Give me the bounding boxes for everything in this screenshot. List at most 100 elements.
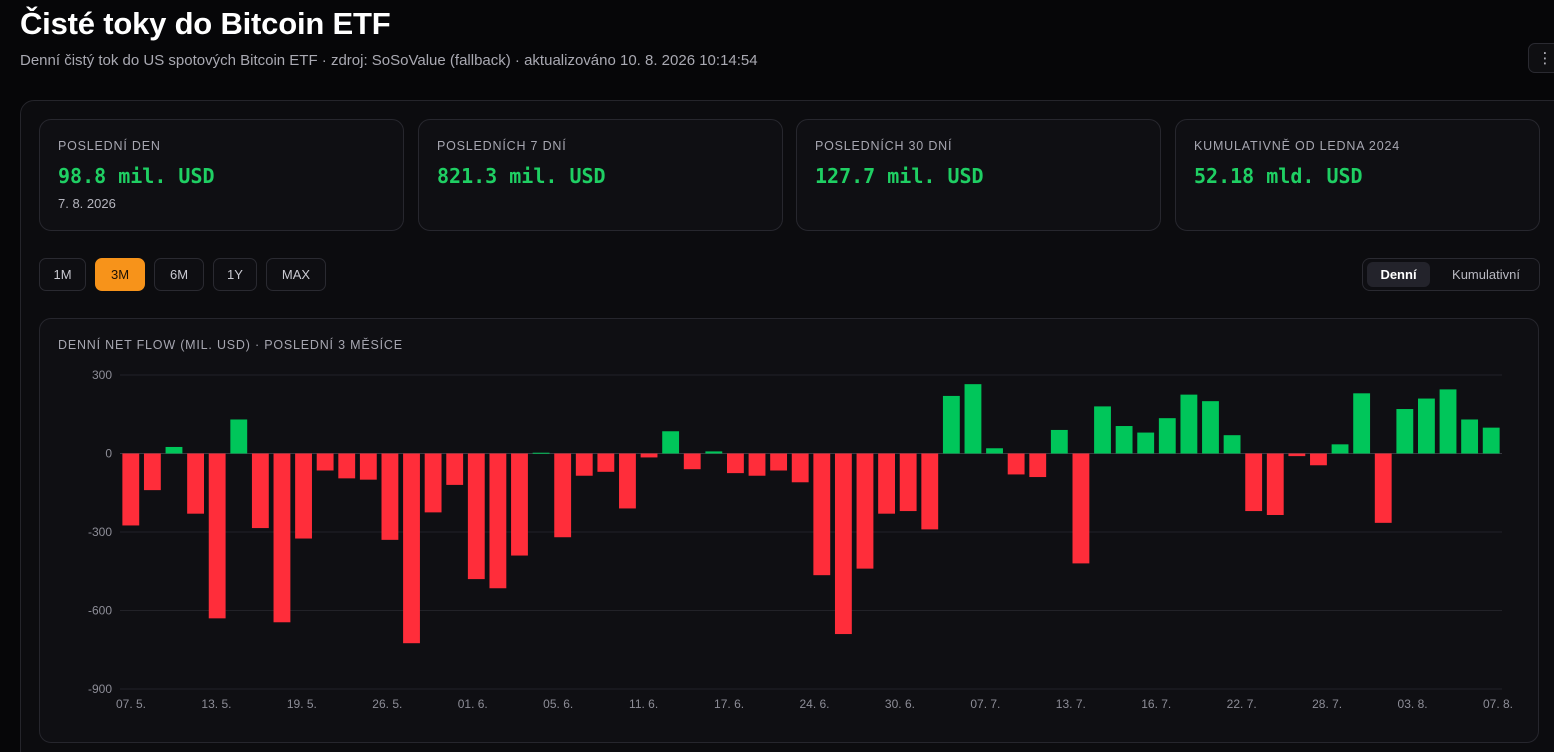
bar	[1418, 398, 1435, 454]
bar	[489, 453, 507, 589]
stat-value: 98.8 mil. USD	[58, 164, 215, 188]
x-tick-label: 22. 7.	[1227, 697, 1257, 711]
bar	[619, 453, 636, 509]
x-tick-label: 13. 7.	[1056, 697, 1086, 711]
x-tick-label: 03. 8.	[1398, 697, 1428, 711]
stat-value: 821.3 mil. USD	[437, 164, 606, 188]
bar	[165, 446, 183, 454]
bar	[1266, 453, 1284, 515]
bar	[143, 453, 161, 491]
x-tick-label: 24. 6.	[799, 697, 829, 711]
stat-label: Kumulativně od ledna 2024	[1194, 139, 1400, 153]
bar	[921, 453, 939, 530]
bar	[662, 431, 680, 454]
bar	[813, 453, 831, 576]
x-tick-label: 01. 6.	[458, 697, 488, 711]
bar	[899, 453, 917, 512]
bar	[1353, 393, 1371, 454]
bar	[1310, 453, 1327, 466]
bar	[1007, 453, 1025, 475]
bar	[251, 453, 269, 529]
x-tick-label: 26. 5.	[372, 697, 402, 711]
stat-card-last-30-days: Posledních 30 dní 127.7 mil. USD	[796, 119, 1161, 231]
bar	[1180, 394, 1198, 454]
range-button-3m[interactable]: 3M	[95, 258, 145, 291]
bar	[964, 384, 982, 454]
bar	[338, 453, 356, 479]
y-tick-label: 0	[105, 447, 112, 461]
chart-title: DENNÍ NET FLOW (MIL. USD) · POSLEDNÍ 3 M…	[58, 338, 403, 352]
bar	[1050, 429, 1068, 454]
page-title: Čisté toky do Bitcoin ETF	[20, 6, 391, 41]
bar	[1094, 406, 1111, 454]
bar	[1137, 432, 1155, 454]
bar	[1029, 453, 1047, 478]
bar	[640, 453, 658, 458]
bar	[511, 453, 528, 556]
bar	[1288, 453, 1306, 457]
y-tick-label: -900	[88, 682, 112, 696]
bar	[1245, 453, 1263, 512]
bar	[1202, 401, 1219, 454]
stat-card-last-day: Poslední den 98.8 mil. USD 7. 8. 2026	[39, 119, 404, 231]
bar	[1396, 409, 1414, 454]
x-tick-label: 07. 8.	[1483, 697, 1513, 711]
range-button-max[interactable]: MAX	[266, 258, 326, 291]
bar	[705, 451, 723, 454]
bar	[986, 448, 1003, 454]
x-tick-label: 07. 5.	[116, 697, 146, 711]
x-tick-label: 16. 7.	[1141, 697, 1171, 711]
stat-value: 52.18 mld. USD	[1194, 164, 1363, 188]
bar	[1223, 435, 1241, 454]
x-tick-label: 17. 6.	[714, 697, 744, 711]
bar	[748, 453, 766, 476]
bar	[187, 453, 204, 514]
toggle-daily[interactable]: Denní	[1367, 262, 1430, 287]
bar	[446, 453, 464, 485]
page-subtitle: Denní čistý tok do US spotových Bitcoin …	[20, 52, 758, 69]
bar	[1482, 427, 1500, 454]
range-button-6m[interactable]: 6M	[154, 258, 204, 291]
bar	[1331, 444, 1349, 454]
bar	[273, 453, 291, 623]
bar	[1072, 453, 1090, 564]
x-tick-label: 19. 5.	[287, 697, 317, 711]
toggle-cumulative[interactable]: Kumulativní	[1452, 267, 1520, 282]
bar	[295, 453, 312, 539]
stat-label: Posledních 7 dní	[437, 139, 567, 153]
bar	[575, 453, 593, 476]
bar	[1115, 426, 1133, 454]
y-tick-label: -600	[88, 604, 112, 618]
bar	[403, 453, 420, 644]
bar	[1158, 418, 1176, 454]
stat-card-last-7-days: Posledních 7 dní 821.3 mil. USD	[418, 119, 783, 231]
stat-label: Posledních 30 dní	[815, 139, 953, 153]
bar	[359, 453, 377, 480]
bar	[683, 453, 701, 470]
bar	[316, 453, 334, 471]
bar	[834, 453, 852, 635]
bar	[424, 453, 442, 513]
stat-date: 7. 8. 2026	[58, 196, 116, 211]
bar	[1439, 389, 1457, 454]
stat-value: 127.7 mil. USD	[815, 164, 984, 188]
bar	[1461, 419, 1479, 454]
range-button-1y[interactable]: 1Y	[213, 258, 257, 291]
x-tick-label: 05. 6.	[543, 697, 573, 711]
more-options-button[interactable]: ⋮	[1528, 43, 1554, 73]
bar	[208, 453, 226, 619]
bar	[770, 453, 788, 471]
y-tick-label: -300	[88, 525, 112, 539]
bar	[597, 453, 615, 472]
bar	[856, 453, 874, 569]
x-tick-label: 13. 5.	[201, 697, 231, 711]
bar	[381, 453, 399, 540]
bar	[532, 452, 550, 454]
range-button-1m[interactable]: 1M	[39, 258, 86, 291]
bar	[1374, 453, 1392, 523]
bar	[878, 453, 895, 514]
x-tick-label: 07. 7.	[970, 697, 1000, 711]
bar	[230, 419, 248, 454]
x-tick-label: 30. 6.	[885, 697, 915, 711]
